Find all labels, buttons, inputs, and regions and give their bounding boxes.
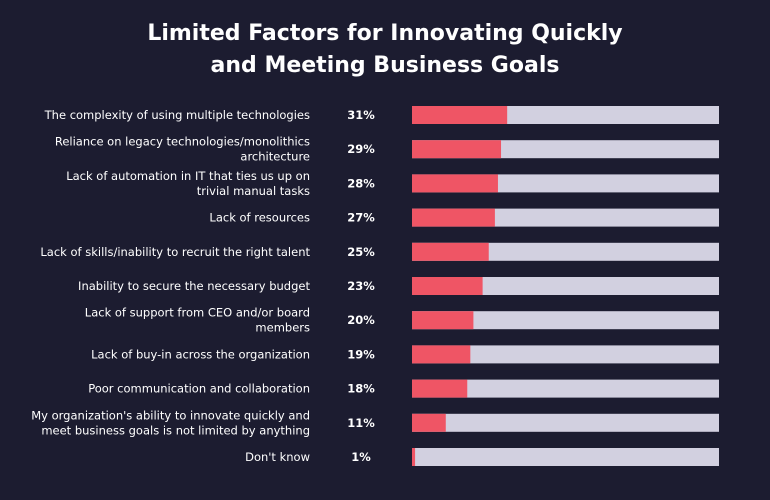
bar-row: Lack of automation in IT that ties us up… bbox=[66, 169, 719, 198]
bar-row: My organization's ability to innovate qu… bbox=[31, 408, 719, 437]
category-label: trivial manual tasks bbox=[197, 184, 310, 198]
value-label: 31% bbox=[347, 108, 375, 122]
category-label: Reliance on legacy technologies/monolith… bbox=[55, 135, 310, 149]
bar-row: Lack of support from CEO and/or boardmem… bbox=[85, 306, 719, 335]
bar-track bbox=[412, 345, 719, 364]
bar bbox=[412, 413, 446, 432]
category-label: architecture bbox=[240, 150, 310, 164]
bar-row: Poor communication and collaboration 18% bbox=[88, 379, 719, 398]
bar-row: Lack of resources 27% bbox=[209, 208, 719, 227]
bar-row: Inability to secure the necessary budget… bbox=[78, 277, 719, 295]
bar bbox=[412, 208, 495, 227]
category-label: Lack of skills/inability to recruit the … bbox=[40, 245, 310, 259]
value-label: 20% bbox=[347, 313, 375, 327]
bar bbox=[412, 174, 498, 193]
category-label: Lack of buy-in across the organization bbox=[91, 347, 310, 361]
value-label: 29% bbox=[347, 142, 375, 156]
bar bbox=[412, 448, 416, 466]
bar bbox=[412, 345, 471, 364]
bar-row: Don't know 1% bbox=[245, 448, 719, 466]
bar bbox=[412, 106, 508, 124]
bar bbox=[412, 311, 474, 330]
value-label: 27% bbox=[347, 211, 375, 225]
bar-track bbox=[412, 311, 719, 330]
category-label: Poor communication and collaboration bbox=[88, 382, 310, 396]
value-label: 1% bbox=[351, 450, 371, 464]
value-label: 28% bbox=[347, 176, 375, 190]
bar bbox=[412, 242, 489, 261]
chart-title-line-2: and Meeting Business Goals bbox=[210, 53, 560, 78]
category-label: The complexity of using multiple technol… bbox=[44, 108, 310, 122]
value-label: 25% bbox=[347, 245, 375, 259]
bar-row: Lack of buy-in across the organization 19… bbox=[91, 345, 719, 364]
bar bbox=[412, 379, 468, 398]
bar bbox=[412, 277, 483, 295]
category-label: My organization's ability to innovate qu… bbox=[31, 408, 310, 422]
bar-row: Reliance on legacy technologies/monolith… bbox=[55, 135, 719, 164]
value-label: 19% bbox=[347, 347, 375, 361]
bar-track bbox=[412, 277, 719, 295]
value-label: 23% bbox=[347, 279, 375, 293]
category-label: meet business goals is not limited by an… bbox=[41, 423, 310, 437]
value-label: 11% bbox=[347, 416, 375, 430]
bar-track bbox=[412, 413, 719, 432]
category-label: members bbox=[255, 321, 310, 335]
category-label: Lack of support from CEO and/or board bbox=[85, 306, 310, 320]
category-label: Inability to secure the necessary budget bbox=[78, 279, 310, 293]
category-label: Lack of resources bbox=[209, 211, 310, 225]
chart-title-line-1: Limited Factors for Innovating Quickly bbox=[147, 21, 623, 46]
bar-track bbox=[412, 379, 719, 398]
category-label: Don't know bbox=[245, 450, 310, 464]
value-label: 18% bbox=[347, 382, 375, 396]
bar-row: The complexity of using multiple technol… bbox=[44, 106, 719, 124]
category-label: Lack of automation in IT that ties us up… bbox=[66, 169, 310, 183]
bar-track bbox=[412, 448, 719, 466]
bar bbox=[412, 140, 502, 159]
bar-row: Lack of skills/inability to recruit the … bbox=[40, 242, 719, 261]
chart-title: Limited Factors for Innovating Quickly a… bbox=[0, 18, 770, 82]
